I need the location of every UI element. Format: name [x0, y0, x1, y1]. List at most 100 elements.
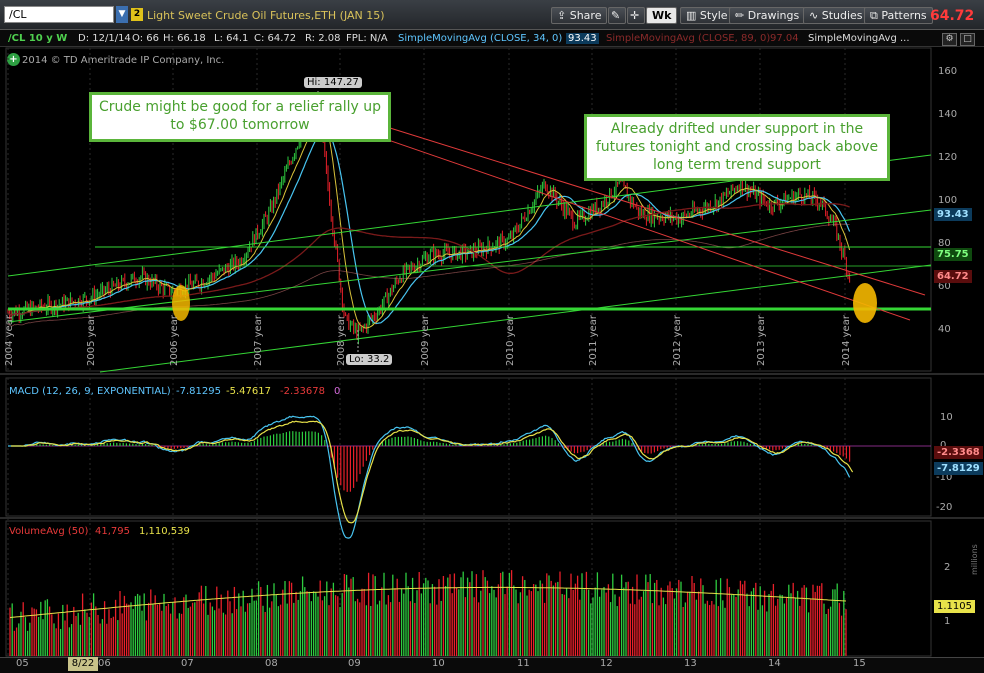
add-study-icon[interactable]: +	[7, 53, 20, 66]
bar-date: D: 12/1/14	[78, 33, 131, 44]
sma34-line	[7, 128, 851, 325]
y-tick-label: 160	[938, 66, 958, 77]
time-axis[interactable]	[0, 657, 984, 673]
volume-tick-label: 1	[944, 616, 951, 627]
top-toolbar: /CL ▼ 2 Light Sweet Crude Oil Futures,ET…	[0, 0, 984, 30]
sma1-value: 93.43	[566, 33, 599, 44]
highlight-ellipse-2014	[853, 283, 877, 323]
year-label: 2009 year	[420, 315, 431, 366]
symbol-dropdown-icon[interactable]: ▼	[116, 6, 128, 23]
time-axis-label: 12	[600, 658, 613, 669]
volume-bars	[9, 570, 847, 656]
macd-histogram	[23, 431, 851, 492]
year-label: 2004 year	[4, 315, 15, 366]
patterns-button[interactable]: ⧉ Patterns	[864, 7, 933, 24]
sma2-value: 97.04	[770, 33, 799, 44]
sma1-label[interactable]: SimpleMovingAvg (CLOSE, 34, 0)	[398, 33, 563, 44]
price-panel-frame	[5, 47, 932, 372]
share-label: Share	[569, 9, 602, 22]
macd-tick-label: 10	[940, 412, 953, 423]
year-label: 2011 year	[588, 315, 599, 366]
year-label: 2005 year	[86, 315, 97, 366]
time-axis-label: 07	[181, 658, 194, 669]
volume-avg-line	[9, 586, 847, 619]
time-axis-label: 10	[432, 658, 445, 669]
bar-fpl: FPL: N/A	[346, 33, 388, 44]
red-trendline-2[interactable]	[389, 127, 926, 296]
year-label: 2014 year	[841, 315, 852, 366]
macd-signal-line	[11, 420, 854, 524]
support-price-tag: 75.75	[934, 248, 972, 261]
macd-panel-frame	[5, 377, 932, 517]
macd-tick-label: -10	[936, 472, 953, 483]
sma200-line	[7, 202, 850, 317]
last-price: 64.72	[930, 8, 975, 24]
green-trendline-lower[interactable]	[99, 264, 932, 373]
year-label: 2006 year	[169, 315, 180, 366]
bar-low: L: 64.1	[214, 33, 249, 44]
volume-value: 41,795	[95, 526, 130, 537]
patterns-icon: ⧉	[870, 9, 878, 22]
studies-button[interactable]: ∿ Studies	[803, 7, 869, 24]
y-tick-label: 140	[938, 109, 958, 120]
macd-tick-label: 0	[940, 440, 946, 451]
period-wk-button[interactable]: Wk	[646, 7, 678, 24]
sma2-label[interactable]: SimpleMovingAvg (CLOSE, 89, 0)	[606, 33, 771, 44]
macd-value: -7.81295	[176, 386, 221, 397]
time-axis-label: 05	[16, 658, 29, 669]
chart-header-bar	[0, 30, 984, 47]
bar-range: R: 2.08	[305, 33, 341, 44]
volume-tick-label: 2	[944, 562, 951, 573]
y-tick-label: 60	[938, 281, 951, 292]
crosshair-button[interactable]: ✛	[627, 7, 645, 24]
drawings-button[interactable]: ✏ Drawings	[729, 7, 806, 24]
volume-avg-tag: 1.1105	[934, 600, 975, 613]
year-label: 2008 year	[336, 315, 347, 366]
year-label: 2013 year	[756, 315, 767, 366]
drawings-label: Drawings	[747, 9, 800, 22]
bar-high: H: 66.18	[163, 33, 206, 44]
annotation-support[interactable]: Already drifted under support in the fut…	[584, 114, 890, 181]
volume-title[interactable]: VolumeAvg (50)	[9, 526, 89, 537]
macd-avg-value: -5.47617	[226, 386, 271, 397]
crosshair-icon: ✛	[630, 9, 640, 22]
time-axis-label: 11	[517, 658, 530, 669]
gear-icon: ⚙	[945, 34, 954, 44]
wrench-button[interactable]: ✎	[608, 7, 626, 24]
macd-title[interactable]: MACD (12, 26, 9, EXPONENTIAL)	[9, 386, 171, 397]
annotation-relief-rally[interactable]: Crude might be good for a relief rally u…	[89, 92, 391, 142]
time-axis-label: 13	[684, 658, 697, 669]
macd-diff-tag: -2.3368	[934, 446, 983, 459]
macd-value-tag: -7.8129	[934, 462, 983, 475]
share-button[interactable]: ⇪ Share	[551, 7, 608, 24]
maximize-icon: □	[963, 34, 972, 44]
studies-label: Studies	[821, 9, 863, 22]
year-label: 2012 year	[672, 315, 683, 366]
symbol-input[interactable]: /CL	[4, 6, 114, 23]
time-axis-label: 09	[348, 658, 361, 669]
link-group-badge[interactable]: 2	[131, 8, 143, 21]
macd-tick-label: -20	[936, 502, 953, 513]
lo-label: Lo: 33.2	[346, 354, 393, 365]
time-axis-label: 06	[98, 658, 111, 669]
patterns-label: Patterns	[881, 9, 927, 22]
sma89-line	[7, 115, 851, 329]
highlight-ellipse-2006	[172, 285, 190, 321]
volume-panel-frame	[5, 520, 932, 657]
time-axis-label: 14	[768, 658, 781, 669]
macd-diff-value: -2.33678	[280, 386, 325, 397]
maximize-button[interactable]: □	[960, 33, 975, 46]
sma3-label[interactable]: SimpleMovingAvg ...	[808, 33, 910, 44]
style-button[interactable]: ▥ Style	[680, 7, 734, 24]
macd-line	[8, 415, 851, 539]
style-label: Style	[699, 9, 728, 22]
chart-settings-button[interactable]: ⚙	[942, 33, 957, 46]
y-tick-label: 120	[938, 152, 958, 163]
period-label[interactable]: /CL 10 y W	[8, 33, 68, 44]
year-label: 2007 year	[253, 315, 264, 366]
share-icon: ⇪	[557, 9, 567, 22]
volume-avg-value: 1,110,539	[139, 526, 190, 537]
red-trendline-1[interactable]	[309, 112, 911, 321]
bar-close: C: 64.72	[254, 33, 297, 44]
